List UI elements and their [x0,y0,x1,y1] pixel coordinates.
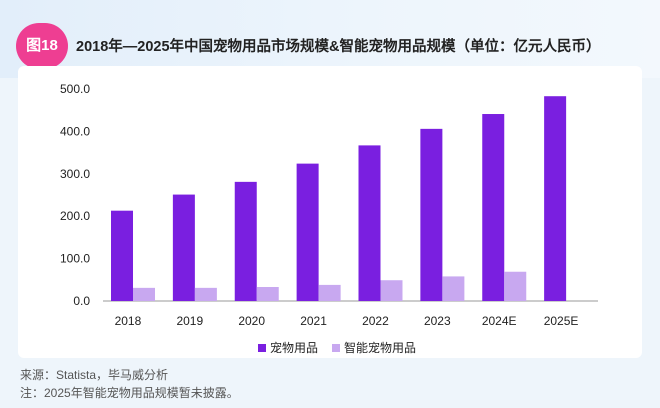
y-tick-label: 500.0 [60,82,90,96]
y-tick-label: 400.0 [60,124,90,138]
y-tick-label: 300.0 [60,167,90,181]
bar-smart-pet-supplies-2020 [256,287,279,301]
bar-smart-pet-supplies-2021 [318,284,341,301]
x-tick-label: 2020 [238,314,265,328]
y-tick-label: 200.0 [60,209,90,223]
bar-smart-pet-supplies-2018 [133,287,155,301]
figure-badge: 图18 [16,23,68,69]
bar-pet-supplies-2024E [482,114,505,302]
bar-smart-pet-supplies-2024E [504,271,527,301]
footnote: 注：2025年智能宠物用品规模暂未披露。 [20,386,239,400]
x-tick-label: 2021 [300,314,327,328]
bar-smart-pet-supplies-2019 [194,287,217,301]
bar-pet-supplies-2025E [544,96,567,301]
header-band: 图18 2018年—2025年中国宠物用品市场规模&智能宠物用品规模（单位：亿元… [0,0,660,78]
legend-swatch [258,344,266,352]
x-axis-ticks: 2018 2019 2020 2021 2022 2023 2024E 2025E [115,314,579,328]
x-tick-label: 2022 [362,314,389,328]
bar-pet-supplies-2020 [234,181,257,301]
legend-label: 宠物用品 [270,340,318,355]
legend-swatch [332,344,340,352]
chart-title: 2018年—2025年中国宠物用品市场规模&智能宠物用品规模（单位：亿元人民币） [76,39,601,55]
bar-pet-supplies-2021 [296,163,319,301]
source-note: 来源：Statista，毕马威分析 [20,368,169,382]
x-tick-label: 2025E [544,314,579,328]
legend-label: 智能宠物用品 [344,340,416,355]
bars [111,96,567,302]
bar-pet-supplies-2019 [172,194,195,301]
x-tick-label: 2018 [115,314,142,328]
x-tick-label: 2024E [482,314,517,328]
y-tick-label: 100.0 [60,252,90,266]
bar-pet-supplies-2023 [420,128,443,301]
x-tick-label: 2019 [176,314,203,328]
bar-pet-supplies-2018 [111,210,133,301]
legend: 宠物用品 智能宠物用品 [258,340,416,355]
bar-smart-pet-supplies-2022 [380,280,403,301]
bar-smart-pet-supplies-2023 [442,276,465,301]
y-tick-label: 0.0 [73,294,90,308]
bar-pet-supplies-2022 [358,145,381,301]
y-axis-ticks: 0.0 100.0 200.0 300.0 400.0 500.0 [60,82,90,308]
x-tick-label: 2023 [424,314,451,328]
